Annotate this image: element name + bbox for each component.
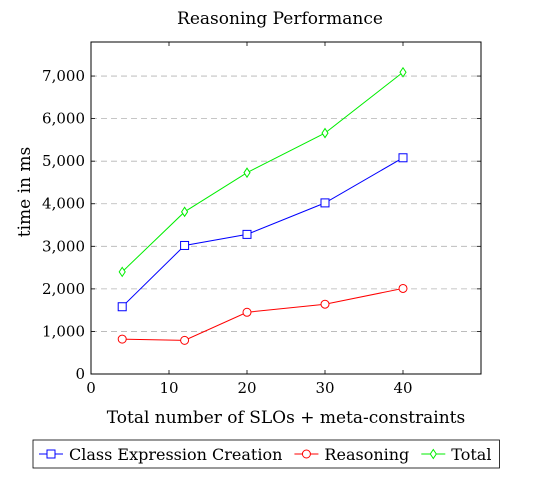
data-point-total xyxy=(180,206,189,218)
series-reasoning xyxy=(117,283,408,345)
x-tick-label: 20 xyxy=(237,379,256,397)
legend-swatch-marker xyxy=(46,449,56,459)
legend-label: Reasoning xyxy=(324,445,409,464)
series-class-expression-creation xyxy=(117,153,408,312)
y-tick-label: 5,000 xyxy=(42,152,85,170)
legend-label: Class Expression Creation xyxy=(69,445,282,464)
data-point-reasoning xyxy=(398,283,408,293)
legend-entry-total: Total xyxy=(421,445,491,464)
y-tick-label: 1,000 xyxy=(42,322,85,340)
series-line-total xyxy=(121,71,404,273)
data-point-class-expression-creation xyxy=(242,229,252,239)
y-tick-label: 2,000 xyxy=(42,280,85,298)
x-tick-label: 0 xyxy=(86,379,96,397)
y-axis-label: time in ms xyxy=(15,147,35,238)
x-axis-label: Total number of SLOs + meta-constraints xyxy=(107,408,466,428)
y-tick-label: 4,000 xyxy=(42,195,85,213)
plot-area-frame xyxy=(90,41,482,375)
axis-ticks: 0 1,000 2,000 3,000 4,000 5,000 6,000 7,000 0 10 2… xyxy=(42,42,481,397)
data-point-total xyxy=(399,66,407,78)
y-tick-label: 3,000 xyxy=(42,237,85,255)
data-point-class-expression-creation xyxy=(320,198,330,208)
series-line-class-expression-creation xyxy=(121,157,404,308)
series-total xyxy=(118,66,407,278)
data-point-reasoning xyxy=(117,334,127,344)
x-tick-label: 30 xyxy=(315,379,334,397)
chart-title: Reasoning Performance xyxy=(177,9,383,29)
x-tick-label: 40 xyxy=(393,379,412,397)
legend-entry-reasoning: Reasoning xyxy=(294,445,409,464)
y-tick-label: 7,000 xyxy=(42,67,85,85)
data-point-reasoning xyxy=(242,307,252,317)
series-line-reasoning xyxy=(122,287,404,341)
x-tick-label: 10 xyxy=(159,379,178,397)
data-point-class-expression-creation xyxy=(117,302,127,312)
data-point-class-expression-creation xyxy=(180,240,190,250)
legend-label: Total xyxy=(451,445,491,464)
data-point-class-expression-creation xyxy=(398,153,408,163)
y-tick-label: 0 xyxy=(75,365,85,383)
legend-entry-class-expression-creation: Class Expression Creation xyxy=(39,445,282,464)
data-point-total xyxy=(243,167,251,179)
data-point-reasoning xyxy=(320,299,330,309)
data-point-reasoning xyxy=(180,335,190,345)
legend-swatch-marker xyxy=(301,449,311,459)
data-point-total xyxy=(321,127,329,139)
legend-swatch-marker xyxy=(429,448,437,460)
gridlines xyxy=(91,75,481,332)
series-lines xyxy=(117,66,408,345)
y-tick-label: 6,000 xyxy=(42,110,85,128)
data-point-total xyxy=(118,266,126,278)
legend: Class Expression Creation Reasoning Total xyxy=(32,439,500,469)
